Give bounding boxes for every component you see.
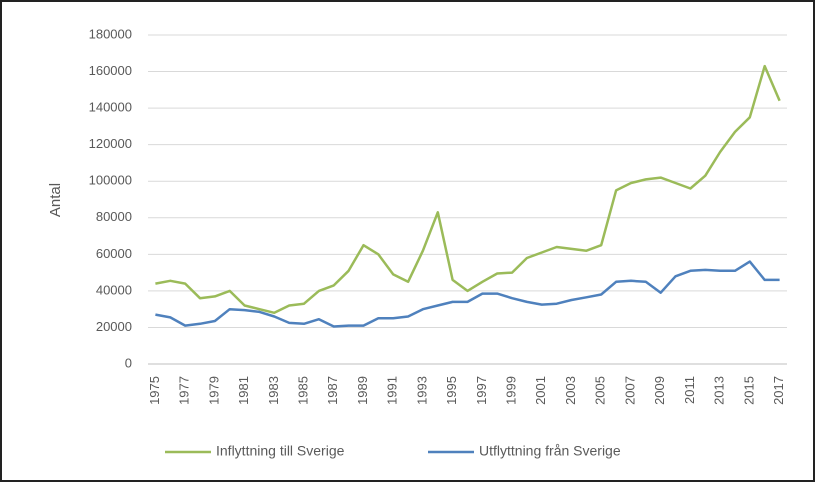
y-tick-label: 180000 xyxy=(89,26,132,41)
x-tick-label: 1995 xyxy=(444,376,459,405)
x-tick-label: 2011 xyxy=(682,376,697,404)
x-tick-label: 1981 xyxy=(236,376,251,405)
x-tick-label: 1979 xyxy=(206,376,221,405)
y-tick-label: 60000 xyxy=(96,246,132,261)
x-tick-label: 2007 xyxy=(622,376,637,405)
x-tick-label: 2015 xyxy=(741,376,756,405)
x-tick-label: 1991 xyxy=(385,376,400,405)
x-tick-label: 1977 xyxy=(177,376,192,405)
x-tick-label: 1999 xyxy=(504,376,519,405)
x-tick-label: 1989 xyxy=(355,376,370,405)
y-tick-label: 80000 xyxy=(96,209,132,224)
y-tick-label: 100000 xyxy=(89,173,132,188)
y-tick-label: 40000 xyxy=(96,282,132,297)
x-tick-label: 1975 xyxy=(147,376,162,405)
series-line xyxy=(155,260,780,328)
x-tick-label: 2013 xyxy=(712,376,727,405)
x-tick-label: 2017 xyxy=(771,376,786,405)
x-tick-label: 2001 xyxy=(533,376,548,405)
x-tick-label: 1983 xyxy=(266,376,281,405)
x-tick-label: 2005 xyxy=(593,376,608,405)
y-tick-label: 140000 xyxy=(89,100,132,115)
y-tick-label: 0 xyxy=(125,355,132,370)
x-tick-label: 2009 xyxy=(652,376,667,405)
y-tick-label: 160000 xyxy=(89,63,132,78)
x-tick-label: 2003 xyxy=(563,376,578,405)
y-tick-label: 120000 xyxy=(89,136,132,151)
legend-label: Inflyttning till Sverige xyxy=(216,443,345,459)
series-line xyxy=(155,64,781,315)
y-axis-label: Antal xyxy=(47,183,64,217)
legend-label: Utflyttning från Sverige xyxy=(479,443,621,459)
x-tick-label: 1993 xyxy=(414,376,429,405)
x-tick-label: 1997 xyxy=(474,376,489,405)
x-tick-label: 1985 xyxy=(295,376,310,405)
y-tick-label: 20000 xyxy=(96,319,132,334)
x-tick-label: 1987 xyxy=(325,376,340,405)
